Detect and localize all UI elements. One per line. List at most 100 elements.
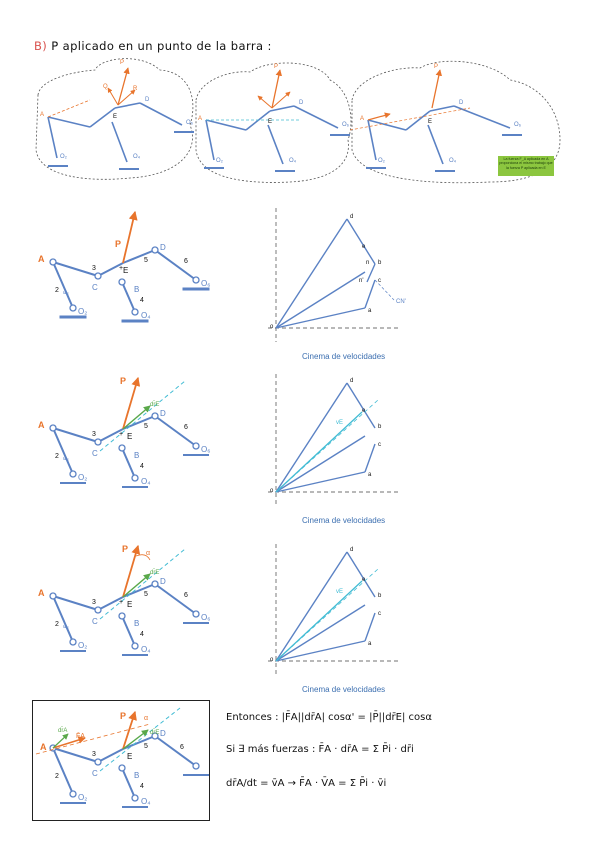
label-O2: O₂ — [78, 641, 87, 650]
vel-c: c — [378, 611, 381, 617]
label-A: A — [38, 588, 45, 598]
label-w2: ω₂ — [63, 456, 69, 462]
vel-o: o — [270, 324, 274, 330]
svg-text:P: P — [120, 60, 124, 66]
svg-text:+: + — [119, 599, 123, 606]
summary-box — [32, 700, 210, 821]
svg-text:Q: Q — [103, 84, 108, 90]
label-P: P — [122, 544, 128, 554]
svg-text:E: E — [428, 119, 432, 125]
label-alpha: α — [146, 550, 150, 557]
velocity-row2: o d e n b n' c a CN' Cinema de velocidad… — [268, 208, 406, 361]
vel-e: e — [362, 244, 366, 250]
vel-o: o — [270, 657, 274, 663]
panel2-outline — [195, 62, 352, 183]
svg-text:+: + — [119, 265, 123, 272]
vel-d: d — [350, 547, 353, 553]
svg-text:A: A — [360, 116, 364, 122]
vel-cn: CN' — [396, 299, 406, 305]
velocity-row3: o d e b c a vE Cinema de velocidades — [268, 374, 398, 525]
section-title: P aplicado en un punto de la barra : — [51, 39, 272, 53]
velocity-caption: Cinema de velocidades — [302, 685, 385, 694]
equation-line-2: Si ∃ más fuerzas : F̄A · dr̄A = Σ P̄i · … — [226, 744, 414, 755]
vel-a: a — [368, 472, 372, 478]
label-D: D — [160, 243, 166, 252]
label-A: A — [38, 254, 45, 264]
label-O4: O₄ — [141, 477, 151, 486]
svg-text:O₂: O₂ — [378, 158, 386, 164]
mech-row3: + A P dr̄E E C B D 3 5 6 2 4 ω₂ O₂ O₄ O₆ — [38, 376, 210, 488]
note-text: La fuerza F_A aplicada en A proporciona … — [499, 157, 553, 170]
label-B: B — [134, 619, 139, 628]
vel-a: a — [368, 641, 372, 647]
panel3-outline — [351, 60, 561, 184]
label-O6: O₆ — [201, 279, 210, 288]
svg-text:P: P — [434, 64, 438, 70]
mech-row4: + A P α dr̄E E C B D 3 5 6 2 4 ω₂ O₂ O₄ … — [38, 544, 210, 656]
label-P: P — [115, 239, 121, 249]
vel-b: b — [378, 593, 382, 599]
section-heading: B) P aplicado en un punto de la barra : — [34, 39, 272, 53]
label-C: C — [92, 283, 98, 292]
velocity-row4: o d e b c a vE Cinema de velocidades — [268, 544, 398, 694]
svg-text:E: E — [113, 114, 117, 120]
svg-text:O₆: O₆ — [186, 120, 194, 126]
panel2-mechanism — [205, 105, 339, 165]
label-E: E — [123, 266, 128, 275]
label-P: P — [120, 376, 126, 386]
vel-n2: n' — [359, 278, 363, 284]
note-box — [498, 156, 554, 176]
label-6: 6 — [184, 424, 188, 431]
label-O4: O₄ — [141, 645, 151, 654]
panel1-outline — [35, 58, 194, 180]
label-O2: O₂ — [78, 473, 87, 482]
label-dre: dr̄E — [150, 569, 159, 576]
label-2: 2 — [55, 287, 59, 294]
vel-e: e — [362, 408, 366, 414]
svg-text:O₄: O₄ — [449, 158, 457, 164]
svg-text:P: P — [274, 64, 278, 70]
velocity-caption: Cinema de velocidades — [302, 352, 385, 361]
section-number: B) — [34, 39, 48, 53]
vel-ve: vE — [336, 420, 343, 426]
svg-text:D: D — [299, 100, 304, 106]
label-A: A — [38, 420, 45, 430]
svg-text:O₆: O₆ — [514, 122, 522, 128]
label-E: E — [127, 600, 132, 609]
label-3: 3 — [92, 599, 96, 606]
panel1-mechanism — [47, 102, 183, 163]
label-6: 6 — [184, 258, 188, 265]
label-O6: O₆ — [201, 613, 210, 622]
vel-a: a — [368, 308, 372, 314]
label-O4: O₄ — [141, 311, 151, 320]
label-O2: O₂ — [78, 307, 87, 316]
vel-n: n — [366, 260, 369, 266]
svg-text:R: R — [133, 86, 138, 92]
label-C: C — [92, 449, 98, 458]
label-w2: ω₂ — [63, 290, 69, 296]
svg-text:O₄: O₄ — [289, 158, 297, 164]
vel-d: d — [350, 378, 353, 384]
vel-c: c — [378, 278, 381, 284]
label-B: B — [134, 285, 139, 294]
velocity-caption: Cinema de velocidades — [302, 516, 385, 525]
label-4: 4 — [140, 297, 144, 304]
svg-text:E: E — [268, 119, 272, 125]
svg-text:O₂: O₂ — [60, 154, 68, 160]
vel-d: d — [350, 214, 353, 220]
label-B: B — [134, 451, 139, 460]
label-C: C — [92, 617, 98, 626]
label-2: 2 — [55, 621, 59, 628]
label-5: 5 — [144, 257, 148, 264]
label-D: D — [160, 577, 166, 586]
label-6: 6 — [184, 592, 188, 599]
label-E: E — [127, 432, 132, 441]
vel-b: b — [378, 424, 382, 430]
label-4: 4 — [140, 631, 144, 638]
vel-c: c — [378, 442, 381, 448]
svg-text:O₄: O₄ — [133, 154, 141, 160]
label-O6: O₆ — [201, 445, 210, 454]
svg-text:D: D — [145, 97, 150, 103]
vel-b: b — [378, 260, 382, 266]
